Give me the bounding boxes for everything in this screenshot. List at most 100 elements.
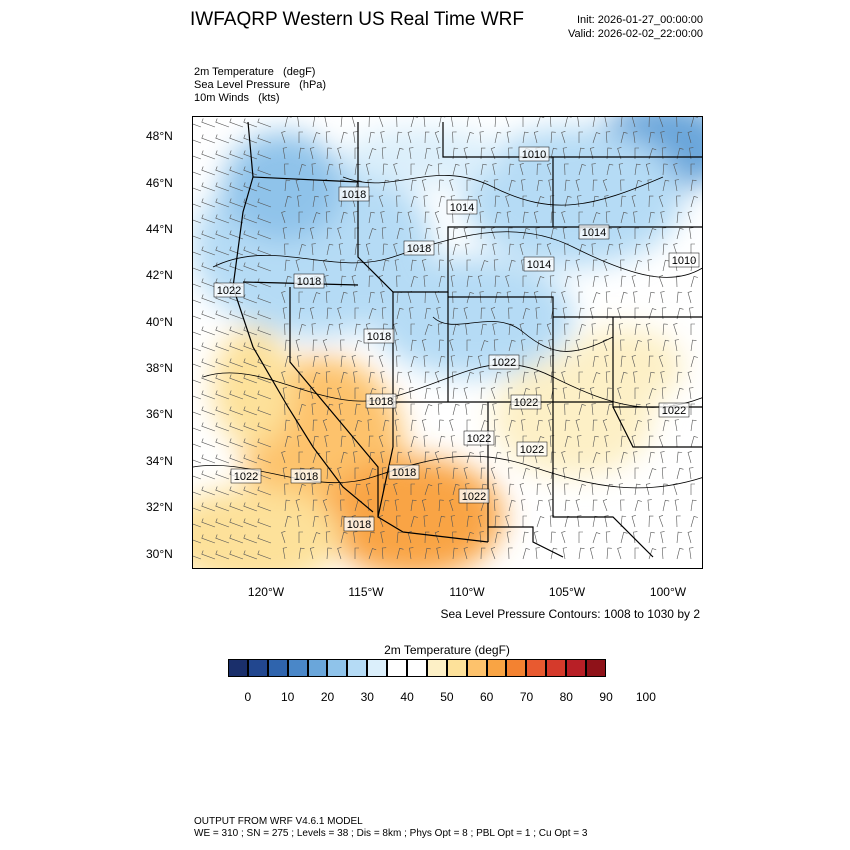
wind-barb	[243, 342, 258, 352]
wind-barb	[243, 390, 258, 400]
wind-barb	[564, 323, 569, 336]
contour-label-box	[658, 402, 690, 418]
wind-barb	[564, 355, 572, 368]
wind-barb	[494, 435, 500, 448]
wind-barb	[312, 195, 319, 208]
wind-barb	[480, 307, 486, 320]
wind-barb	[243, 246, 258, 256]
wind-barb	[410, 117, 418, 128]
wind-barb	[633, 371, 638, 384]
wind-barb	[578, 451, 583, 463]
wind-barb	[690, 179, 697, 192]
wind-barb	[463, 387, 468, 400]
wind-barb	[354, 307, 359, 319]
wind-barb	[479, 371, 484, 384]
wind-barb	[617, 387, 622, 400]
wind-barb	[490, 227, 496, 240]
wind-barb	[564, 419, 571, 432]
wind-barb	[662, 323, 668, 336]
wind-barb	[396, 307, 404, 320]
wind-barb	[673, 243, 678, 256]
wind-barb	[394, 419, 400, 432]
lon-label-115: 115°W	[348, 585, 384, 599]
wind-barb	[257, 550, 272, 560]
wind-barb	[340, 117, 343, 128]
wind-barb	[378, 117, 384, 128]
wind-barb	[257, 262, 272, 272]
wind-barb	[452, 387, 459, 400]
wind-barb	[592, 339, 598, 352]
contour-label: 1014	[582, 227, 606, 239]
wind-barb	[533, 531, 539, 544]
wind-barb	[201, 230, 216, 240]
wind-barb	[690, 419, 697, 432]
wind-barb	[536, 356, 545, 368]
wind-barb	[620, 355, 627, 368]
co-border	[448, 296, 554, 407]
wind-barb	[450, 435, 456, 448]
wind-barb	[592, 292, 601, 304]
wind-barb	[620, 451, 628, 464]
wind-barb	[647, 499, 652, 512]
wind-barb	[689, 387, 694, 400]
wind-barb	[522, 515, 527, 527]
wind-barb	[648, 195, 654, 208]
wind-barb	[546, 403, 552, 416]
wind-barb	[577, 435, 582, 448]
wind-barb	[243, 518, 258, 528]
wind-barb	[508, 323, 515, 336]
wind-barb	[452, 243, 460, 256]
wind-barb	[634, 147, 639, 159]
wind-barb	[257, 390, 272, 400]
wind-barb	[564, 259, 571, 272]
wind-barb	[229, 182, 244, 192]
wind-barb	[338, 243, 344, 256]
wind-barb	[548, 339, 553, 352]
wind-barb	[381, 227, 387, 240]
wind-barb	[479, 131, 484, 144]
colorbar-tick-label: 60	[480, 690, 494, 704]
wind-barb	[648, 308, 657, 320]
wind-barb	[536, 419, 543, 432]
wind-barb	[561, 291, 566, 304]
wind-barb	[193, 523, 202, 528]
wind-barb	[564, 117, 572, 128]
wind-barb	[353, 211, 358, 224]
wind-barb	[605, 371, 611, 384]
wind-barb	[633, 211, 638, 224]
wind-barb	[365, 243, 371, 256]
colorbar-tick-label: 30	[360, 690, 374, 704]
wind-barb	[284, 323, 289, 336]
wind-barb	[298, 484, 306, 496]
wind-barb	[536, 483, 542, 496]
wind-barb	[564, 499, 571, 512]
wind-barb	[312, 132, 321, 144]
time-info: Init: 2026-01-27_00:00:00 Valid: 2026-02…	[568, 13, 703, 41]
wind-barb	[382, 259, 390, 272]
wind-barb	[201, 438, 216, 448]
wind-barb	[533, 371, 539, 384]
wind-barb	[494, 275, 500, 288]
wind-barb	[519, 243, 524, 256]
wind-barb	[354, 243, 361, 256]
wind-barb	[648, 211, 655, 224]
wind-barb	[215, 134, 230, 144]
wind-barb	[351, 117, 356, 128]
cool-area-rockies	[373, 257, 573, 377]
wind-barb	[337, 547, 342, 560]
wind-barb	[393, 483, 398, 496]
contour-label-box	[446, 199, 478, 215]
colorbar-tick-label: 80	[559, 690, 573, 704]
wind-barb	[604, 195, 609, 208]
wind-barb	[578, 404, 586, 416]
wind-barb	[662, 259, 670, 272]
wind-barb	[257, 518, 272, 528]
wind-barb	[564, 483, 569, 496]
wind-barb	[676, 547, 684, 560]
wind-barb	[309, 147, 315, 160]
wind-barb	[564, 195, 572, 208]
wind-barb	[634, 323, 641, 336]
wind-barb	[351, 275, 356, 288]
wind-barb	[506, 211, 512, 224]
wind-barb	[410, 339, 417, 352]
